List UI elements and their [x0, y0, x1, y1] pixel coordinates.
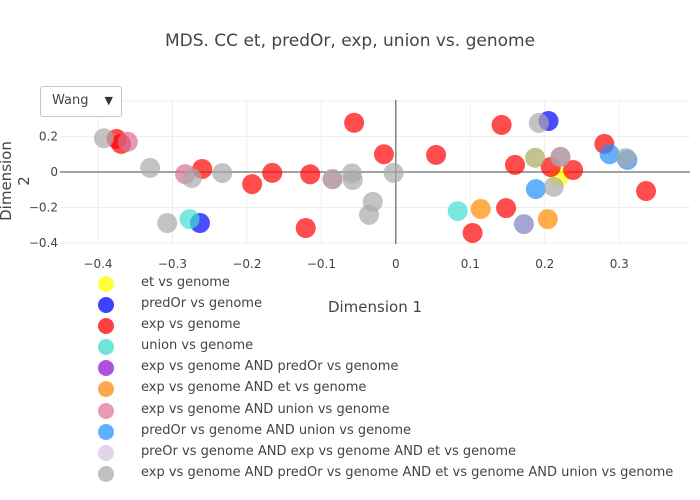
data-point[interactable] — [300, 164, 321, 185]
chart-title: MDS. CC et, predOr, exp, union vs. genom… — [164, 31, 536, 51]
x-tick-label: 0.3 — [610, 257, 629, 271]
data-point[interactable] — [93, 128, 114, 149]
data-point[interactable] — [528, 112, 549, 133]
x-tick-label: −0.1 — [307, 257, 336, 271]
legend-label: exp vs genome AND predOr vs genome — [141, 359, 399, 375]
x-tick-label: 0.2 — [535, 257, 554, 271]
data-points — [93, 110, 657, 243]
data-point[interactable] — [543, 176, 564, 197]
data-point[interactable] — [179, 209, 200, 230]
legend-marker-icon — [98, 339, 114, 356]
y-tick-label: 0.2 — [39, 129, 58, 143]
y-tick-label: −0.2 — [29, 201, 58, 215]
legend-label: exp vs genome AND union vs genome — [141, 401, 390, 417]
dropdown-selected-value: Wang — [52, 93, 89, 108]
data-point[interactable] — [117, 131, 138, 152]
data-point[interactable] — [262, 162, 283, 183]
legend-label: predOr vs genome AND union vs genome — [141, 422, 411, 438]
x-axis-title: Dimension 1 — [327, 298, 423, 316]
data-point[interactable] — [496, 198, 517, 219]
data-point[interactable] — [505, 154, 525, 175]
data-point[interactable] — [525, 179, 546, 200]
legend-marker-icon — [98, 318, 114, 335]
data-point[interactable] — [537, 209, 558, 230]
data-point[interactable] — [462, 222, 483, 243]
legend-marker-icon — [98, 444, 114, 461]
legend-label: et vs genome — [141, 275, 230, 290]
data-point[interactable] — [513, 214, 534, 235]
data-point[interactable] — [599, 144, 620, 165]
data-point[interactable] — [342, 170, 363, 190]
data-point[interactable] — [157, 213, 178, 234]
legend-marker-icon — [98, 360, 114, 377]
data-point[interactable] — [550, 146, 571, 167]
data-point[interactable] — [212, 163, 233, 184]
legend-marker-icon — [98, 297, 114, 314]
data-point[interactable] — [447, 201, 468, 222]
legend-label: preOr vs genome AND exp vs genome AND et… — [141, 443, 516, 459]
caret-down-icon: ▼ — [104, 94, 113, 107]
data-point[interactable] — [563, 160, 584, 181]
data-point[interactable] — [344, 112, 365, 133]
legend-label: exp vs genome AND predOr vs genome AND e… — [141, 464, 674, 480]
data-point[interactable] — [359, 204, 380, 225]
data-point[interactable] — [491, 114, 512, 135]
legend-marker-icon — [98, 381, 114, 398]
x-tick-label: −0.2 — [232, 257, 261, 271]
data-point[interactable] — [525, 147, 546, 168]
tick-labels: −0.4 −0.3 −0.2 −0.1 0 0.1 0.2 0.3 −0.4 −0.2 0 0.2 — [29, 129, 629, 271]
data-point[interactable] — [470, 198, 491, 219]
data-point[interactable] — [295, 218, 316, 238]
data-point[interactable] — [615, 147, 636, 168]
data-point[interactable] — [140, 157, 161, 178]
x-tick-label: 0.1 — [461, 257, 480, 271]
y-tick-label: 0 — [50, 165, 58, 179]
data-point[interactable] — [373, 144, 394, 165]
data-point[interactable] — [636, 181, 657, 202]
data-point[interactable] — [242, 174, 263, 195]
data-point[interactable] — [322, 169, 343, 190]
data-point[interactable] — [383, 162, 404, 183]
legend-label: union vs genome — [141, 338, 254, 354]
x-tick-label: −0.3 — [158, 257, 187, 271]
x-tick-label: −0.4 — [83, 257, 112, 271]
x-tick-label: 0 — [392, 257, 400, 271]
data-point[interactable] — [426, 144, 447, 165]
legend-marker-icon — [98, 465, 114, 482]
legend-label: exp vs genome AND et vs genome — [141, 380, 367, 396]
y-axis-title: Dimension 2 — [0, 141, 33, 221]
legend-marker-icon — [98, 402, 114, 419]
metric-dropdown[interactable]: Wang ▼ — [40, 86, 122, 117]
legend-label: predOr vs genome — [141, 296, 262, 312]
data-point[interactable] — [181, 168, 202, 189]
y-tick-label: −0.4 — [29, 236, 58, 250]
legend-marker-icon — [98, 276, 114, 292]
legend-marker-icon — [98, 423, 114, 440]
legend-label: exp vs genome — [141, 317, 241, 333]
